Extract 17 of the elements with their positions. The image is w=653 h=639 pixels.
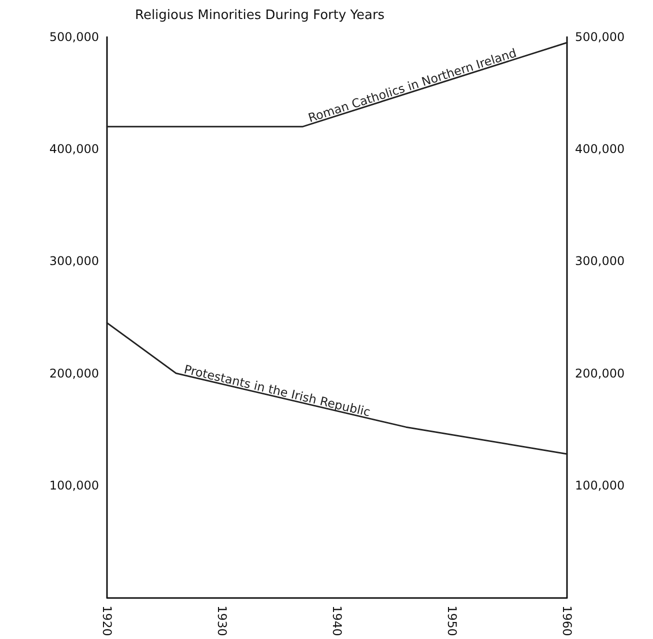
y2-tick-label: 200,000 — [575, 366, 625, 380]
line-series — [106, 322, 568, 455]
x-tick-label: 1950 — [445, 605, 459, 636]
y2-tick-label: 300,000 — [575, 254, 625, 268]
x-tick-label: 1960 — [560, 605, 574, 636]
x-tick-label: 1920 — [100, 605, 114, 636]
y-tick-label: 200,000 — [49, 366, 99, 380]
y-tick-label: 500,000 — [49, 30, 99, 44]
y2-tick-label: 500,000 — [575, 30, 625, 44]
chart-title: Religious Minorities During Forty Years — [135, 8, 385, 23]
y-tick-label: 300,000 — [49, 254, 99, 268]
y-tick-label: 100,000 — [49, 478, 99, 492]
x-tick-label: 1930 — [215, 605, 229, 636]
y-tick-label: 400,000 — [49, 142, 99, 156]
y2-tick-label: 400,000 — [575, 142, 625, 156]
x-tick-label: 1940 — [330, 605, 344, 636]
y2-tick-label: 100,000 — [575, 478, 625, 492]
